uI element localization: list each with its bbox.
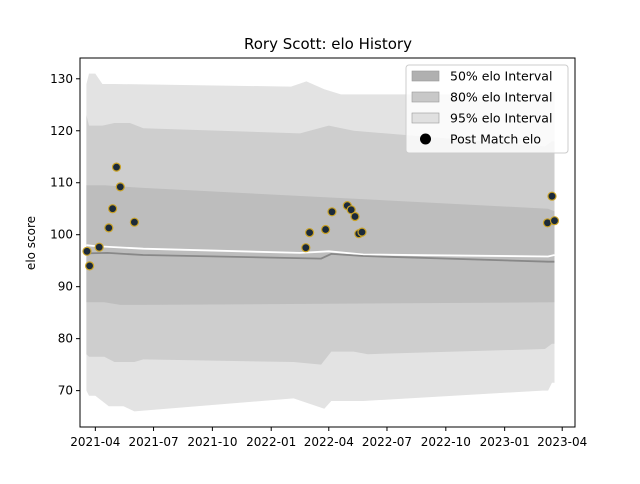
x-tick-label: 2022-04 <box>304 435 354 449</box>
legend-label: 50% elo Interval <box>450 69 552 84</box>
match-point <box>104 223 114 233</box>
y-tick-label: 100 <box>50 228 73 242</box>
axes-frame <box>79 57 576 428</box>
legend: 50% elo Interval 80% elo Interval 95% elo … <box>405 64 569 154</box>
legend-box <box>405 64 569 154</box>
legend-swatch <box>411 91 440 103</box>
y-tick-label: 120 <box>50 124 73 138</box>
band-50-interval <box>86 185 555 305</box>
y-tick-label: 80 <box>58 332 73 346</box>
legend-marker <box>420 133 431 145</box>
x-tick-label: 2023-04 <box>537 435 587 449</box>
y-tick-label: 70 <box>58 384 73 398</box>
x-tick-label: 2022-10 <box>421 435 471 449</box>
x-axis: 2021-04 2021-07 2021-10 2022-01 2022-04 2022-… <box>70 427 587 449</box>
interval-bands <box>86 73 555 412</box>
x-tick-label: 2021-04 <box>70 435 120 449</box>
match-point <box>305 228 315 238</box>
match-point <box>94 242 104 252</box>
y-tick-label: 110 <box>50 176 73 190</box>
y-tick-label: 90 <box>58 280 73 294</box>
x-tick-label: 2023-01 <box>480 435 530 449</box>
legend-label: 95% elo Interval <box>450 111 552 126</box>
elo-median-line <box>86 251 555 263</box>
x-tick-label: 2022-01 <box>246 435 296 449</box>
y-tick-label: 130 <box>50 72 73 86</box>
match-points <box>82 162 560 271</box>
match-point <box>84 261 95 271</box>
chart-title: Rory Scott: elo History <box>244 35 412 53</box>
match-point <box>82 246 92 256</box>
match-point <box>129 217 139 227</box>
match-point <box>111 162 122 172</box>
match-point <box>107 204 118 214</box>
y-axis-label: elo score <box>24 216 38 270</box>
match-point <box>346 205 356 215</box>
x-tick-label: 2021-10 <box>187 435 237 449</box>
y-axis: 70 80 90 100 110 120 130 <box>50 72 80 398</box>
match-point <box>350 211 360 222</box>
x-tick-label: 2022-07 <box>362 435 412 449</box>
plot-area <box>79 57 576 428</box>
match-point <box>547 191 557 201</box>
match-point <box>301 243 311 253</box>
match-point <box>115 182 125 192</box>
match-point <box>327 207 337 217</box>
legend-swatch <box>411 112 440 124</box>
legend-label: Post Match elo <box>450 132 541 147</box>
match-point <box>357 227 367 237</box>
match-point <box>549 216 560 226</box>
legend-label: 80% elo Interval <box>450 90 552 105</box>
match-point <box>321 224 331 235</box>
x-tick-label: 2021-07 <box>128 435 178 449</box>
legend-swatch <box>411 70 440 82</box>
